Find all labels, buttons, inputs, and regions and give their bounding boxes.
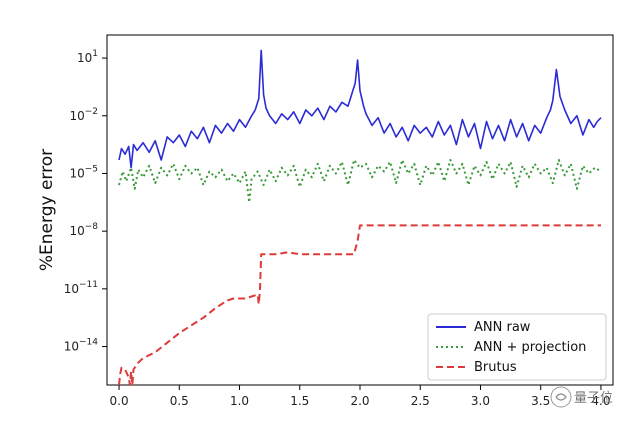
series-line-ann-raw	[118, 49, 602, 169]
y-tick-base: 10	[69, 109, 84, 123]
x-tick-label: 2.0	[350, 394, 369, 408]
x-tick-label: 4.0	[591, 394, 610, 408]
y-tick-base: 10	[64, 340, 79, 354]
legend: ANN raw ANN + projection Brutus	[427, 313, 607, 381]
y-axis-title: %Energy error	[37, 149, 57, 271]
y-tick-base: 10	[64, 282, 79, 296]
legend-label: ANN + projection	[474, 340, 586, 355]
y-tick-label: 101	[77, 49, 98, 65]
legend-box	[427, 313, 607, 381]
y-tick-label: 10−11	[64, 280, 98, 296]
watermark-logo-mark	[555, 393, 567, 401]
series-line-ann-projection	[118, 159, 602, 204]
y-tick-exponent: −2	[85, 107, 98, 117]
y-tick-label: 10−14	[64, 338, 99, 354]
y-tick-exponent: −8	[85, 222, 99, 232]
y-tick-exponent: −5	[85, 164, 98, 174]
series-layer	[118, 49, 602, 386]
y-tick-label: 10−2	[69, 107, 98, 123]
legend-label: ANN raw	[474, 320, 531, 335]
y-tick-exponent: −11	[79, 280, 98, 290]
x-tick-label: 0.0	[110, 394, 129, 408]
legend-label: Brutus	[474, 360, 517, 375]
x-axis: 0.0 0.5 1.0 1.5 2.0 2.5 3.0 3.5 4.0	[110, 385, 610, 408]
x-tick-label: 1.0	[230, 394, 249, 408]
x-tick-label: 3.0	[471, 394, 490, 408]
series-line-brutus	[118, 224, 601, 386]
watermark: 量子位	[550, 386, 613, 408]
y-tick-base: 10	[69, 166, 84, 180]
y-tick-exponent: 1	[92, 49, 98, 59]
y-tick-label: 10−8	[69, 222, 98, 238]
watermark-logo-icon	[550, 386, 572, 408]
x-tick-label: 3.5	[531, 394, 550, 408]
y-tick-base: 10	[69, 224, 84, 238]
y-tick-base: 10	[77, 51, 92, 65]
x-tick-label: 0.5	[170, 394, 189, 408]
watermark-text: 量子位	[574, 391, 613, 406]
y-tick-exponent: −14	[79, 338, 98, 348]
y-tick-label: 10−5	[69, 164, 98, 180]
x-tick-label: 1.5	[290, 394, 309, 408]
x-tick-label: 2.5	[411, 394, 430, 408]
